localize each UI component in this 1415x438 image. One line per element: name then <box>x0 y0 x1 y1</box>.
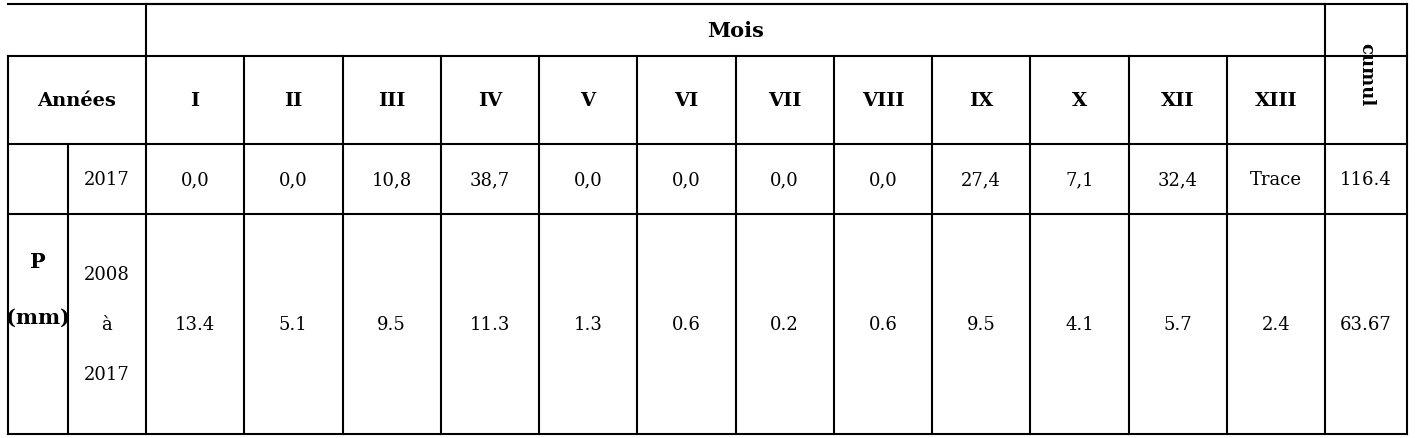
Text: 0,0: 0,0 <box>279 171 307 189</box>
Text: 10,8: 10,8 <box>372 171 412 189</box>
Text: 27,4: 27,4 <box>961 171 1000 189</box>
Text: P

(mm): P (mm) <box>6 251 69 327</box>
Text: 0,0: 0,0 <box>869 171 897 189</box>
Text: 11.3: 11.3 <box>470 315 509 333</box>
Text: 2017: 2017 <box>83 171 130 189</box>
Text: cumul: cumul <box>1357 43 1375 106</box>
Text: XII: XII <box>1160 92 1194 110</box>
Text: IV: IV <box>478 92 502 110</box>
Text: VII: VII <box>768 92 801 110</box>
Text: 116.4: 116.4 <box>1340 171 1392 189</box>
Text: III: III <box>378 92 405 110</box>
Text: 13.4: 13.4 <box>175 315 215 333</box>
Text: XIII: XIII <box>1255 92 1298 110</box>
Text: 5.7: 5.7 <box>1163 315 1191 333</box>
Text: 4.1: 4.1 <box>1065 315 1094 333</box>
Text: Trace: Trace <box>1249 171 1302 189</box>
Text: IX: IX <box>969 92 993 110</box>
Text: 0.6: 0.6 <box>869 315 897 333</box>
Text: Mois: Mois <box>708 21 764 41</box>
Text: 1.3: 1.3 <box>573 315 603 333</box>
Text: X: X <box>1071 92 1087 110</box>
Text: 0,0: 0,0 <box>181 171 209 189</box>
Text: VIII: VIII <box>862 92 904 110</box>
Text: II: II <box>284 92 303 110</box>
Text: Années: Années <box>38 92 116 110</box>
Text: 38,7: 38,7 <box>470 171 509 189</box>
Text: 5.1: 5.1 <box>279 315 307 333</box>
Text: 0,0: 0,0 <box>672 171 700 189</box>
Text: 9.5: 9.5 <box>378 315 406 333</box>
Text: 0,0: 0,0 <box>770 171 799 189</box>
Text: 7,1: 7,1 <box>1065 171 1094 189</box>
Text: 2008

à

2017: 2008 à 2017 <box>83 265 130 383</box>
Text: 32,4: 32,4 <box>1157 171 1197 189</box>
Text: 63.67: 63.67 <box>1340 315 1392 333</box>
Text: 9.5: 9.5 <box>966 315 996 333</box>
Text: V: V <box>580 92 596 110</box>
Text: 0.2: 0.2 <box>770 315 799 333</box>
Text: 2.4: 2.4 <box>1262 315 1290 333</box>
Text: 0.6: 0.6 <box>672 315 700 333</box>
Text: 0,0: 0,0 <box>573 171 603 189</box>
Text: I: I <box>191 92 200 110</box>
Text: VI: VI <box>675 92 699 110</box>
